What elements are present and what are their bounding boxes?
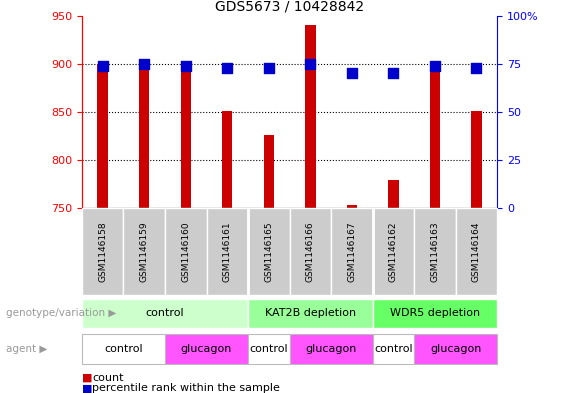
- Text: KAT2B depletion: KAT2B depletion: [265, 309, 356, 318]
- Text: percentile rank within the sample: percentile rank within the sample: [92, 383, 280, 393]
- Text: GSM1146161: GSM1146161: [223, 221, 232, 282]
- Bar: [331, 208, 373, 295]
- Bar: [347, 206, 357, 208]
- Text: ■: ■: [82, 383, 93, 393]
- Point: [347, 70, 357, 77]
- Bar: [248, 208, 289, 295]
- Bar: [373, 299, 497, 328]
- Text: GSM1146164: GSM1146164: [472, 221, 481, 282]
- Bar: [248, 299, 373, 328]
- Bar: [471, 111, 481, 208]
- Bar: [82, 334, 165, 364]
- Text: GSM1146163: GSM1146163: [431, 221, 440, 282]
- Bar: [165, 208, 207, 295]
- Bar: [82, 208, 123, 295]
- Bar: [248, 334, 289, 364]
- Text: WDR5 depletion: WDR5 depletion: [390, 309, 480, 318]
- Bar: [123, 208, 165, 295]
- Bar: [414, 208, 455, 295]
- Point: [472, 64, 481, 71]
- Point: [223, 64, 232, 71]
- Text: GSM1146167: GSM1146167: [347, 221, 357, 282]
- Point: [264, 64, 273, 71]
- Text: glucagon: glucagon: [430, 344, 481, 354]
- Bar: [289, 208, 331, 295]
- Bar: [139, 63, 149, 208]
- Text: GSM1146160: GSM1146160: [181, 221, 190, 282]
- Title: GDS5673 / 10428842: GDS5673 / 10428842: [215, 0, 364, 13]
- Point: [181, 62, 190, 69]
- Text: genotype/variation ▶: genotype/variation ▶: [6, 309, 116, 318]
- Text: glucagon: glucagon: [306, 344, 357, 354]
- Text: control: control: [146, 309, 184, 318]
- Text: GSM1146165: GSM1146165: [264, 221, 273, 282]
- Bar: [181, 71, 191, 208]
- Point: [140, 61, 149, 67]
- Bar: [430, 63, 440, 208]
- Bar: [414, 334, 497, 364]
- Text: control: control: [104, 344, 143, 354]
- Text: agent ▶: agent ▶: [6, 344, 47, 354]
- Bar: [264, 135, 274, 208]
- Bar: [373, 208, 414, 295]
- Text: control: control: [250, 344, 288, 354]
- Bar: [207, 208, 248, 295]
- Text: ■: ■: [82, 373, 93, 383]
- Text: count: count: [92, 373, 124, 383]
- Point: [431, 62, 440, 69]
- Bar: [455, 208, 497, 295]
- Point: [389, 70, 398, 77]
- Bar: [388, 180, 398, 208]
- Bar: [82, 299, 248, 328]
- Text: control: control: [374, 344, 412, 354]
- Text: GSM1146162: GSM1146162: [389, 221, 398, 282]
- Bar: [373, 334, 414, 364]
- Text: glucagon: glucagon: [181, 344, 232, 354]
- Bar: [165, 334, 248, 364]
- Text: GSM1146159: GSM1146159: [140, 221, 149, 282]
- Point: [98, 62, 107, 69]
- Bar: [98, 64, 108, 208]
- Point: [306, 61, 315, 67]
- Bar: [289, 334, 373, 364]
- Text: GSM1146166: GSM1146166: [306, 221, 315, 282]
- Bar: [222, 111, 232, 208]
- Text: GSM1146158: GSM1146158: [98, 221, 107, 282]
- Bar: [305, 26, 315, 208]
